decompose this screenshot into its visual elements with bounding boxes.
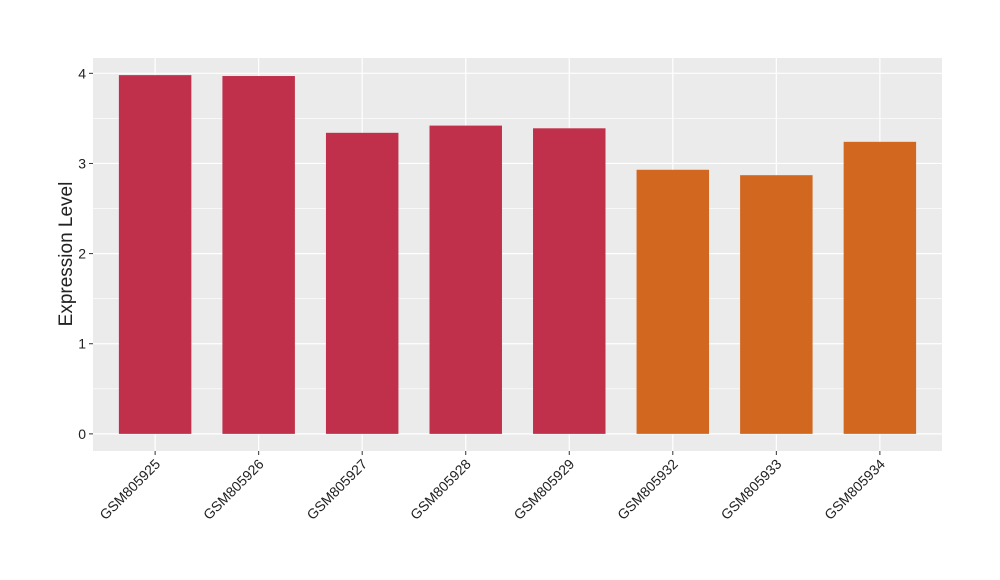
x-tick-label: GSM805929 <box>510 456 577 523</box>
bar <box>740 175 813 434</box>
bar <box>118 75 192 434</box>
x-tick-label: GSM805926 <box>200 456 267 523</box>
x-tick-label: GSM805928 <box>407 456 474 523</box>
bar <box>533 128 606 434</box>
y-tick-label: 1 <box>78 336 86 352</box>
bar <box>222 76 295 434</box>
plot-panel <box>93 58 942 451</box>
bar <box>325 132 399 434</box>
y-axis-title: Expression Level <box>56 182 77 327</box>
bar <box>843 141 917 434</box>
y-tick-label: 0 <box>78 426 86 442</box>
bar <box>636 169 710 434</box>
x-tick-label: GSM805932 <box>614 456 681 523</box>
x-tick-label: GSM805933 <box>718 456 785 523</box>
y-tick-label: 3 <box>78 155 86 171</box>
y-tick-label: 4 <box>78 65 86 81</box>
x-tick-label: GSM805925 <box>96 456 163 523</box>
x-tick-label: GSM805934 <box>821 456 888 523</box>
bar <box>429 125 502 434</box>
x-tick-label: GSM805927 <box>303 456 370 523</box>
y-tick-label: 2 <box>78 246 86 262</box>
